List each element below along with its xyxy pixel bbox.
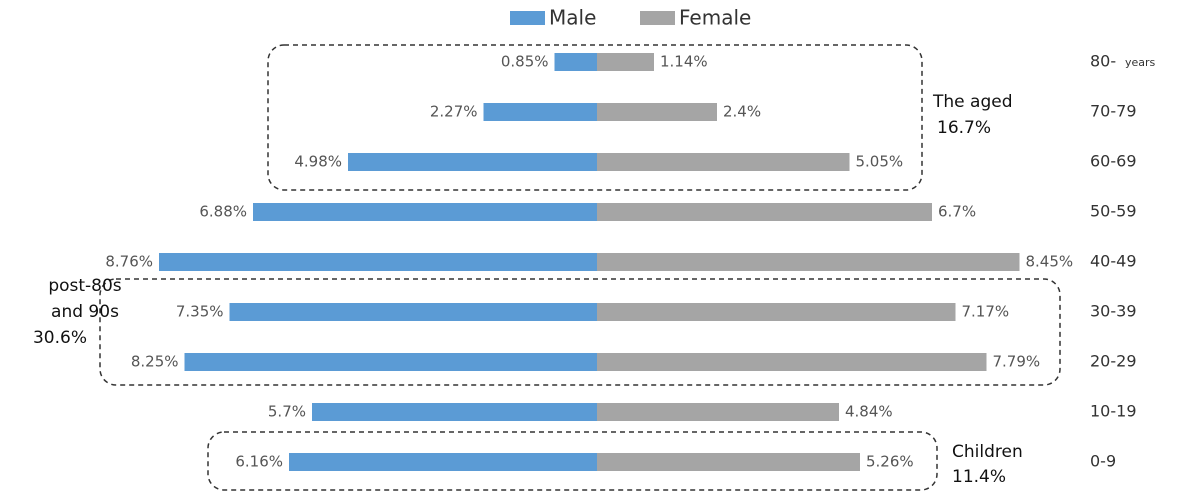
value-label: 8.76%	[105, 253, 153, 271]
group-label: 30.6%	[33, 328, 87, 348]
value-label: 1.14%	[660, 53, 708, 71]
group-label: The aged	[932, 92, 1012, 112]
bar	[597, 353, 987, 371]
bar	[253, 203, 597, 221]
value-label: 0.85%	[501, 53, 549, 71]
value-label: 5.05%	[856, 153, 904, 171]
category-label: 30-39	[1090, 302, 1137, 321]
value-label: 8.45%	[1026, 253, 1074, 271]
group-label: 16.7%	[937, 118, 991, 138]
value-label: 7.79%	[993, 353, 1041, 371]
category-unit: years	[1125, 56, 1156, 69]
bar	[597, 203, 932, 221]
value-label: 5.26%	[866, 453, 914, 471]
group-box	[267, 44, 923, 191]
bar	[597, 303, 956, 321]
bar	[597, 253, 1020, 271]
value-label: 8.25%	[131, 353, 179, 371]
bar	[597, 403, 839, 421]
legend-swatch	[510, 11, 545, 25]
bar	[483, 103, 597, 121]
value-label: 6.88%	[199, 203, 247, 221]
value-label: 7.35%	[176, 303, 224, 321]
group-label: post-80s	[48, 276, 121, 296]
value-label: 2.4%	[723, 103, 761, 121]
bar	[597, 153, 850, 171]
bar	[597, 103, 717, 121]
value-label: 6.16%	[235, 453, 283, 471]
group-label: and 90s	[51, 302, 119, 322]
legend-label: Male	[549, 6, 596, 30]
bar	[229, 303, 597, 321]
category-label: 70-79	[1090, 102, 1137, 121]
category-label: 60-69	[1090, 152, 1137, 171]
value-label: 2.27%	[430, 103, 478, 121]
group-box	[207, 431, 938, 491]
bar	[184, 353, 597, 371]
legend-swatch	[640, 11, 675, 25]
category-label: 50-59	[1090, 202, 1137, 221]
bar	[597, 53, 654, 71]
group-label: 11.4%	[952, 467, 1006, 487]
bar	[348, 153, 597, 171]
group-box	[99, 278, 1061, 386]
value-label: 6.7%	[938, 203, 976, 221]
value-label: 5.7%	[268, 403, 306, 421]
legend-label: Female	[679, 6, 751, 30]
value-label: 4.84%	[845, 403, 893, 421]
bar	[159, 253, 597, 271]
bar	[597, 453, 860, 471]
category-label: 10-19	[1090, 402, 1137, 421]
bar	[312, 403, 597, 421]
value-label: 4.98%	[294, 153, 342, 171]
group-label: Children	[952, 442, 1023, 462]
bar	[554, 53, 597, 71]
category-label: 40-49	[1090, 252, 1137, 271]
value-label: 7.17%	[962, 303, 1010, 321]
category-label: 20-29	[1090, 352, 1137, 371]
bar	[289, 453, 597, 471]
category-label: 80-	[1090, 52, 1116, 71]
category-label: 0-9	[1090, 452, 1116, 471]
